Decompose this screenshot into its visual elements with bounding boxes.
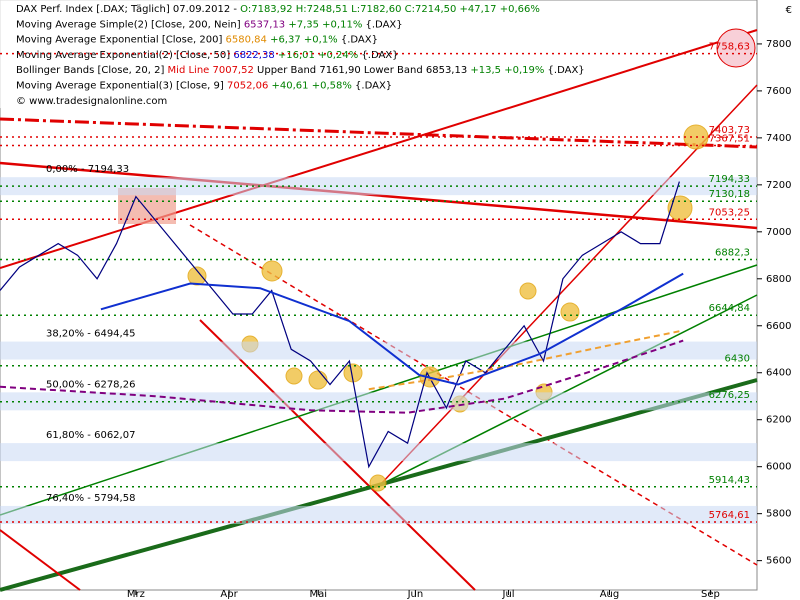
y-tick-label: 5800: [766, 509, 791, 520]
series-line: [0, 339, 684, 414]
level-label: 7130,18: [709, 189, 750, 200]
legend-part: {.DAX}: [544, 65, 584, 76]
fib-label: 76,40% - 5794,58: [46, 493, 135, 504]
fib-band: [0, 443, 757, 462]
y-tick-label: 7800: [766, 39, 791, 50]
legend-part: +16,01 +0,24%: [275, 50, 359, 61]
legend-part: Bollinger Bands [Close, 20, 2]: [16, 65, 168, 76]
y-tick-label: 6800: [766, 274, 791, 285]
marker-circle: [369, 474, 387, 492]
x-tick-label: Mrz: [127, 589, 145, 600]
legend-part: DAX Perf. Index [.DAX; Täglich] 07.09.20…: [16, 4, 240, 15]
y-tick-label: 7600: [766, 86, 791, 97]
legend-part: {.DAX}: [358, 50, 398, 61]
legend-part: © www.tradesignalonline.com: [16, 96, 167, 107]
legend-part: {.DAX}: [362, 19, 402, 30]
trend-line: [0, 29, 758, 269]
legend-entry: Moving Average Exponential(2) [Close, 50…: [16, 50, 399, 61]
marker-circle: [308, 370, 328, 390]
legend-part: 6822,38: [233, 50, 274, 61]
fib-label: 50,00% - 6278,26: [46, 379, 135, 390]
level-label: 5914,43: [709, 475, 750, 486]
y-tick-label: 6600: [766, 321, 791, 332]
y-tick-label: 6400: [766, 368, 791, 379]
level-label: 6644,84: [709, 303, 750, 314]
level-label: 7053,25: [709, 207, 750, 218]
legend-part: Moving Average Exponential(2) [Close, 50…: [16, 50, 233, 61]
level-label: 5764,61: [709, 510, 750, 521]
legend-entry: Bollinger Bands [Close, 20, 2] Mid Line …: [16, 65, 585, 76]
legend-entry: Moving Average Exponential [Close, 200] …: [16, 35, 378, 46]
trend-line: [0, 529, 81, 591]
legend-part: +13,5 +0,19%: [467, 65, 544, 76]
fib-label: 61,80% - 6062,07: [46, 430, 135, 441]
x-tick-label: Sep: [701, 589, 720, 600]
series-line: [368, 329, 684, 391]
marker-circle: [261, 260, 283, 282]
legend-entry: DAX Perf. Index [.DAX; Täglich] 07.09.20…: [16, 4, 540, 15]
legend-part: +40,61 +0,58%: [268, 81, 352, 92]
legend-part: +7,35 +0,11%: [285, 19, 362, 30]
marker-circle: [716, 28, 756, 68]
y-tick-label: 7200: [766, 180, 791, 191]
legend-entry: Moving Average Exponential(3) [Close, 9]…: [16, 81, 392, 92]
marker-circle: [285, 367, 303, 385]
currency: €: [786, 5, 792, 16]
legend-part: Moving Average Exponential(3) [Close, 9]: [16, 81, 227, 92]
level-label: 6430: [725, 354, 750, 365]
legend-part: O:7183,92 H:7248,51 L:7182,60 C:7214,50 …: [240, 4, 540, 15]
fib-band: [0, 505, 757, 524]
series-line: [100, 272, 684, 386]
marker-circle: [187, 266, 207, 286]
legend-entry: Moving Average Simple(2) [Close, 200, Ne…: [16, 19, 403, 30]
level-label: 7194,33: [709, 174, 750, 185]
legend-part: 7052,06: [227, 81, 268, 92]
trend-line: [0, 117, 758, 149]
y-tick-label: 7400: [766, 133, 791, 144]
series-line: [0, 181, 680, 469]
level-label: 7403,73: [709, 125, 750, 136]
level-label: 6276,25: [709, 390, 750, 401]
trend-line: [0, 264, 758, 516]
marker-circle: [560, 302, 580, 322]
y-tick-label: 5600: [766, 556, 791, 567]
trend-line: [0, 161, 758, 230]
legend-part: 6580,84: [226, 35, 267, 46]
legend-part: +6,37 +0,1%: [267, 35, 338, 46]
legend-part: Moving Average Exponential [Close, 200]: [16, 35, 226, 46]
legend-part: {.DAX}: [352, 81, 392, 92]
trend-line: [379, 84, 758, 486]
x-tick-label: Jul: [502, 589, 515, 600]
x-tick-label: Apr: [220, 589, 238, 600]
fib-label: 38,20% - 6494,45: [46, 329, 135, 340]
level-label: 7367,51: [709, 134, 750, 145]
level-label: 6882,3: [715, 247, 750, 258]
x-tick-label: Jun: [407, 589, 424, 600]
legend-part: Moving Average Simple(2) [Close, 200, Ne…: [16, 19, 244, 30]
level-label: 7758,63: [709, 42, 750, 53]
legend-part: Mid Line 7007,52: [168, 65, 254, 76]
legend-part: {.DAX}: [338, 35, 378, 46]
x-tick-label: Aug: [600, 589, 620, 600]
marker-circle: [519, 282, 537, 300]
legend-part: Upper Band 7161,90 Lower Band 6853,13: [254, 65, 467, 76]
fib-label: 0,00% - 7194,33: [46, 164, 129, 175]
y-tick-label: 7000: [766, 227, 791, 238]
y-tick-label: 6200: [766, 415, 791, 426]
x-tick-label: Mai: [310, 589, 328, 600]
y-tick-label: 6000: [766, 462, 791, 473]
legend-entry: © www.tradesignalonline.com: [16, 96, 167, 107]
legend-part: 6537,13: [244, 19, 285, 30]
